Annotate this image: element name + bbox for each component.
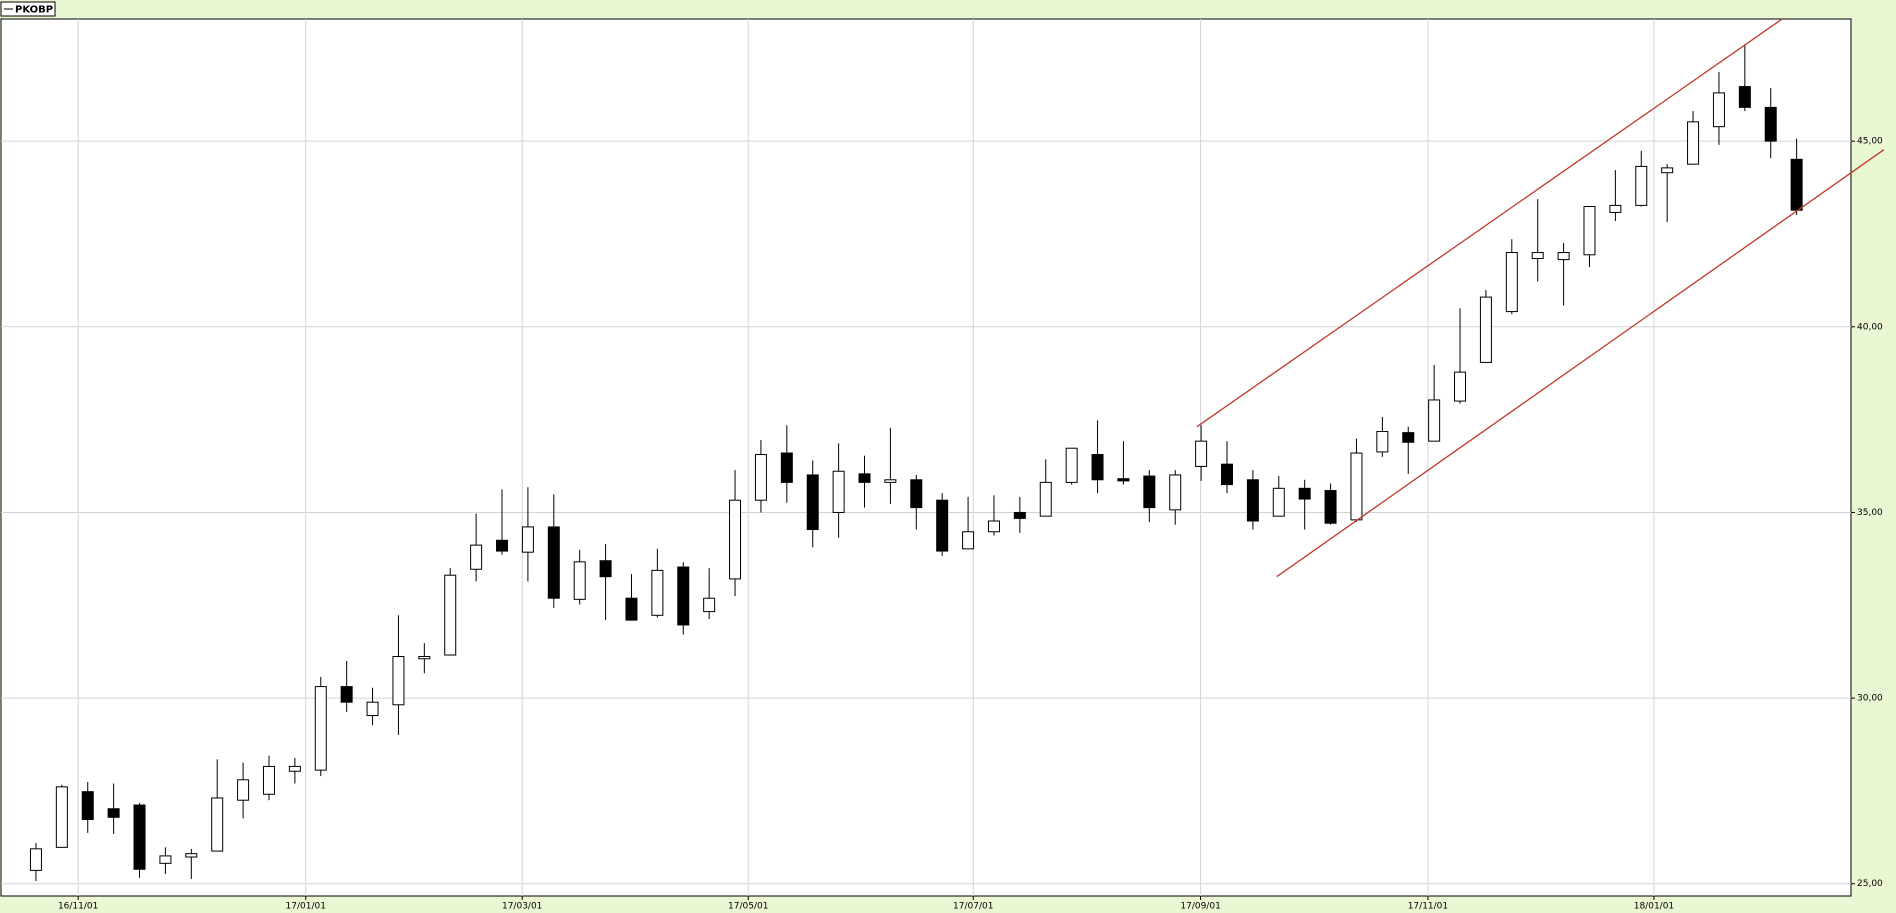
plot-area [0, 18, 1852, 897]
candle-body [1557, 252, 1570, 261]
candle-body [780, 452, 793, 483]
candle-body [1738, 86, 1751, 108]
candle-body [754, 454, 767, 501]
candle-body [185, 853, 198, 858]
candle-body [1609, 204, 1622, 213]
y-tick-label: 45,00 [1857, 137, 1883, 147]
candle-body [159, 855, 172, 864]
candle-body [884, 479, 897, 483]
candle-body [107, 808, 120, 818]
candle-body [547, 526, 560, 599]
candle-body [55, 786, 68, 848]
candle-body [1143, 475, 1156, 509]
candle-body [237, 779, 250, 801]
candle-body [1661, 167, 1674, 174]
candle-body [1350, 452, 1363, 521]
candle-body [392, 656, 405, 706]
x-tick-label: 16/11/01 [58, 902, 98, 912]
candle-body [1039, 481, 1052, 517]
candle-body [987, 520, 1000, 533]
candle-body [1531, 252, 1544, 259]
candle-body [858, 473, 871, 483]
candle-body [366, 701, 379, 717]
candle-body [262, 765, 275, 795]
candle-body [1298, 487, 1311, 500]
candle-body [1764, 106, 1777, 142]
candle-body [1091, 454, 1104, 481]
candle-body [729, 499, 742, 580]
candle-body [133, 804, 146, 870]
candle-body [910, 479, 923, 509]
trend-line [1276, 149, 1885, 578]
y-tick-label: 25,00 [1857, 879, 1883, 889]
candle-body [1117, 478, 1130, 482]
x-tick-label: 17/07/01 [953, 902, 993, 912]
legend-box [0, 1, 56, 17]
candle-body [1687, 121, 1700, 165]
candle-body [625, 597, 638, 621]
candle-body [1454, 371, 1467, 402]
candle-body [340, 686, 353, 703]
candle-body [314, 686, 327, 771]
candle-body [211, 797, 224, 852]
candle-body [1220, 463, 1233, 486]
candle-body [496, 539, 509, 552]
candle-body [832, 470, 845, 513]
candle-body [1712, 92, 1725, 128]
candle-body [651, 569, 664, 616]
candle-body [962, 531, 975, 550]
candle-body [1324, 490, 1337, 524]
candle-body [470, 544, 483, 570]
candle-body [599, 560, 612, 578]
candle-body [573, 561, 586, 600]
candle-body [1479, 296, 1492, 363]
candle-body [1583, 206, 1596, 256]
y-tick-label: 30,00 [1857, 694, 1883, 704]
x-tick-label: 17/11/01 [1408, 902, 1448, 912]
candle-body [1065, 447, 1078, 483]
y-tick-label: 35,00 [1857, 508, 1883, 518]
legend-label: PKOBP [15, 5, 53, 16]
x-tick-label: 17/09/01 [1180, 902, 1220, 912]
candle-body [1635, 165, 1648, 206]
candle-body [1790, 158, 1803, 211]
candle-body [936, 499, 949, 552]
candle-body [288, 765, 301, 772]
candle-body [1013, 511, 1026, 519]
candle-body [1246, 479, 1259, 522]
candle-body [1169, 474, 1182, 511]
candle-body [1428, 399, 1441, 442]
candle-body [418, 656, 431, 660]
candle-body [1376, 431, 1389, 453]
candle-body [29, 848, 42, 871]
candle-body [1195, 440, 1208, 467]
candle-body [521, 526, 534, 553]
candle-body [703, 597, 716, 613]
x-tick-label: 17/01/01 [286, 902, 326, 912]
x-tick-label: 17/05/01 [728, 902, 768, 912]
candle-body [1272, 487, 1285, 517]
trend-line [1196, 18, 1783, 428]
x-tick-label: 18/01/01 [1634, 902, 1674, 912]
candle-body [1505, 252, 1518, 313]
y-tick-label: 40,00 [1857, 322, 1883, 332]
candle-body [806, 474, 819, 531]
candle-body [444, 574, 457, 656]
x-tick-label: 17/03/01 [502, 902, 542, 912]
candle-body [677, 566, 690, 626]
candle-body [1402, 432, 1415, 443]
candle-body [81, 791, 94, 821]
